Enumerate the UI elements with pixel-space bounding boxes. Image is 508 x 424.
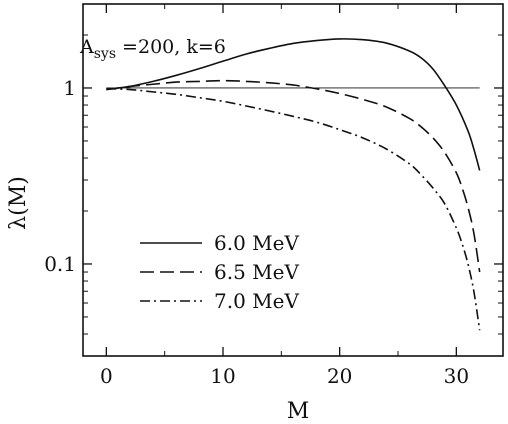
annotation: Asys =200, k=6 (79, 36, 226, 62)
annotation-subscript: sys (94, 46, 116, 62)
y-tick-label: 1 (63, 76, 76, 100)
legend: 6.0 MeV 6.5 MeV 7.0 MeV (140, 231, 299, 313)
x-axis-label: M (287, 399, 310, 424)
x-tick-label: 20 (327, 364, 352, 388)
series-line-2 (106, 87, 481, 331)
legend-label-2: 7.0 MeV (214, 289, 299, 313)
x-tick-label: 0 (100, 364, 113, 388)
y-tick-label: 0.1 (44, 252, 76, 276)
legend-label-1: 6.5 MeV (214, 260, 299, 284)
y-axis-label: λ(M) (6, 176, 31, 230)
annotation-rest: =200, k=6 (116, 36, 226, 58)
series-group (106, 38, 481, 331)
series-line-0 (106, 38, 481, 171)
legend-label-0: 6.0 MeV (214, 231, 299, 255)
annotation-main: A (79, 36, 94, 58)
series-line-1 (106, 79, 481, 273)
ticks-group: 0 10 20 30 0.1 1 (44, 4, 503, 388)
x-tick-label: 30 (444, 364, 469, 388)
x-tick-label: 10 (210, 364, 235, 388)
